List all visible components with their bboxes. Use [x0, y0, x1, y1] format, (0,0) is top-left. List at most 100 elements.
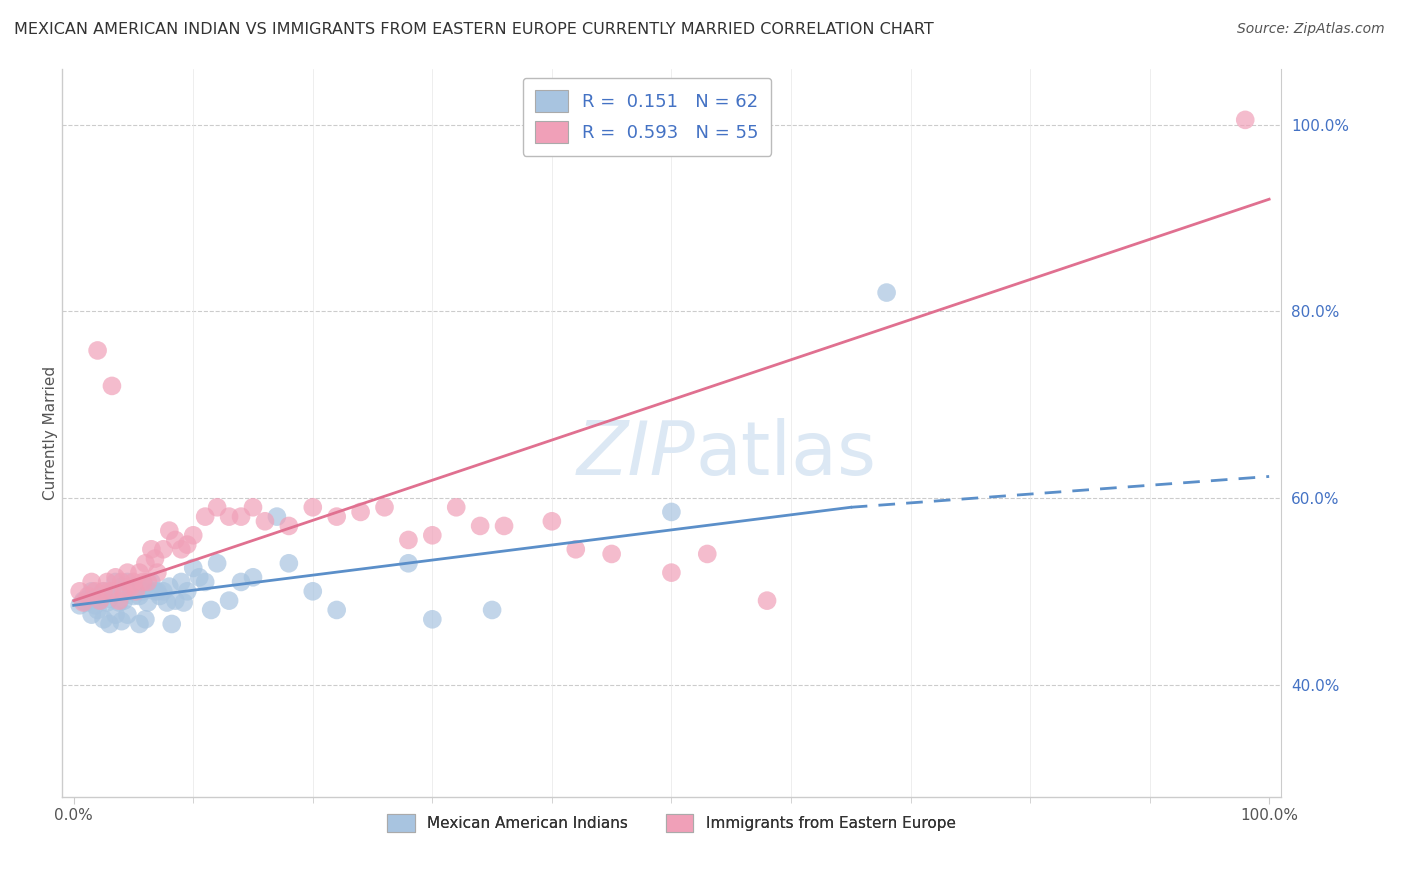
- Point: [277, 556, 299, 570]
- Point: [468, 519, 491, 533]
- Point: [104, 570, 127, 584]
- Point: [141, 542, 163, 557]
- Point: [89, 593, 111, 607]
- Point: [122, 574, 145, 589]
- Point: [93, 584, 115, 599]
- Point: [96, 595, 118, 609]
- Point: [122, 589, 145, 603]
- Point: [420, 612, 443, 626]
- Point: [157, 580, 180, 594]
- Point: [229, 574, 252, 589]
- Point: [69, 599, 91, 613]
- Point: [301, 500, 323, 515]
- Point: [110, 574, 132, 589]
- Point: [80, 574, 103, 589]
- Text: Source: ZipAtlas.com: Source: ZipAtlas.com: [1237, 22, 1385, 37]
- Point: [112, 584, 135, 599]
- Point: [165, 593, 187, 607]
- Point: [349, 505, 371, 519]
- Point: [80, 584, 103, 599]
- Point: [108, 593, 131, 607]
- Point: [444, 500, 467, 515]
- Point: [242, 570, 264, 584]
- Point: [120, 584, 142, 599]
- Point: [396, 556, 419, 570]
- Point: [600, 547, 623, 561]
- Point: [565, 542, 588, 557]
- Point: [72, 593, 94, 607]
- Point: [69, 584, 91, 599]
- Point: [152, 542, 174, 557]
- Point: [77, 591, 100, 606]
- Point: [242, 500, 264, 515]
- Point: [117, 607, 139, 622]
- Point: [277, 519, 299, 533]
- Point: [98, 591, 121, 606]
- Point: [301, 584, 323, 599]
- Text: MEXICAN AMERICAN INDIAN VS IMMIGRANTS FROM EASTERN EUROPE CURRENTLY MARRIED CORR: MEXICAN AMERICAN INDIAN VS IMMIGRANTS FR…: [14, 22, 934, 37]
- Point: [101, 584, 124, 599]
- Point: [128, 617, 150, 632]
- Point: [101, 379, 124, 393]
- Point: [93, 612, 115, 626]
- Point: [152, 584, 174, 599]
- Point: [125, 584, 148, 599]
- Point: [134, 580, 156, 594]
- Point: [84, 599, 107, 613]
- Point: [110, 614, 132, 628]
- Point: [84, 584, 107, 599]
- Point: [218, 509, 240, 524]
- Point: [661, 566, 683, 580]
- Point: [143, 551, 166, 566]
- Legend: Mexican American Indians, Immigrants from Eastern Europe: Mexican American Indians, Immigrants fro…: [380, 806, 963, 840]
- Point: [266, 509, 288, 524]
- Point: [170, 574, 193, 589]
- Point: [117, 566, 139, 580]
- Point: [194, 509, 217, 524]
- Point: [200, 603, 222, 617]
- Point: [80, 607, 103, 622]
- Point: [125, 584, 148, 599]
- Point: [156, 595, 179, 609]
- Point: [876, 285, 898, 300]
- Point: [134, 612, 156, 626]
- Point: [128, 589, 150, 603]
- Point: [86, 589, 108, 603]
- Point: [205, 500, 228, 515]
- Point: [89, 593, 111, 607]
- Point: [181, 561, 204, 575]
- Point: [104, 607, 127, 622]
- Point: [117, 574, 139, 589]
- Point: [176, 584, 198, 599]
- Point: [141, 574, 163, 589]
- Point: [104, 574, 127, 589]
- Point: [72, 595, 94, 609]
- Point: [173, 595, 195, 609]
- Point: [541, 514, 564, 528]
- Point: [325, 509, 347, 524]
- Point: [696, 547, 718, 561]
- Text: atlas: atlas: [696, 418, 877, 491]
- Point: [93, 584, 115, 599]
- Point: [396, 533, 419, 547]
- Point: [108, 595, 131, 609]
- Point: [160, 617, 183, 632]
- Y-axis label: Currently Married: Currently Married: [44, 366, 58, 500]
- Point: [86, 343, 108, 358]
- Point: [1234, 112, 1257, 127]
- Point: [96, 574, 118, 589]
- Point: [253, 514, 276, 528]
- Point: [149, 589, 172, 603]
- Point: [481, 603, 503, 617]
- Point: [136, 595, 159, 609]
- Point: [420, 528, 443, 542]
- Point: [98, 617, 121, 632]
- Point: [143, 584, 166, 599]
- Point: [132, 574, 155, 589]
- Point: [170, 542, 193, 557]
- Point: [165, 533, 187, 547]
- Point: [110, 580, 132, 594]
- Point: [134, 556, 156, 570]
- Point: [661, 505, 683, 519]
- Point: [120, 580, 142, 594]
